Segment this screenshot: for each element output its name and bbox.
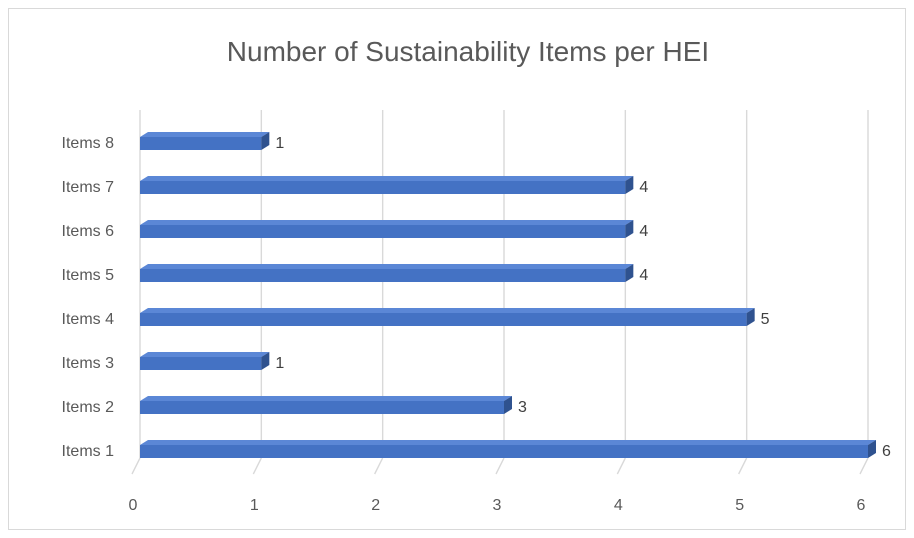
bar-front-face: [140, 313, 747, 326]
category-label: Items 1: [62, 443, 115, 460]
gridline-floor-2: [374, 457, 384, 475]
gridline-floor-4: [616, 457, 626, 475]
bar-items-5: [140, 264, 634, 282]
bar-side-face: [261, 352, 270, 370]
data-label: 6: [882, 443, 891, 460]
category-label: Items 3: [62, 355, 115, 372]
gridline-floor-3: [495, 457, 505, 475]
bar-top-face: [140, 440, 876, 445]
bar-items-2: [140, 396, 512, 414]
bar-front-face: [140, 445, 868, 458]
bar-front-face: [140, 181, 626, 194]
bar-items-6: [140, 220, 634, 238]
bar-top-face: [140, 352, 270, 357]
bar-items-8: [140, 132, 270, 150]
grid-layer: [131, 110, 869, 475]
gridline-floor-0: [131, 457, 141, 475]
gridline-floor-5: [738, 457, 748, 475]
category-label: Items 6: [62, 223, 115, 240]
x-tick-label: 6: [857, 497, 866, 514]
bar-items-1: [140, 440, 876, 458]
x-tick-label: 5: [735, 497, 744, 514]
data-label: 4: [639, 223, 648, 240]
x-tick-label: 0: [129, 497, 138, 514]
category-label: Items 4: [62, 311, 115, 328]
data-label: 1: [275, 135, 284, 152]
bar-front-face: [140, 137, 262, 150]
data-label: 1: [275, 355, 284, 372]
bar-front-face: [140, 401, 504, 414]
gridline-floor-1: [252, 457, 262, 475]
bar-front-face: [140, 225, 626, 238]
bar-side-face: [625, 264, 634, 282]
bar-side-face: [746, 308, 755, 326]
data-label: 5: [761, 311, 770, 328]
category-label: Items 7: [62, 179, 115, 196]
bar-items-3: [140, 352, 270, 370]
x-tick-label: 1: [250, 497, 259, 514]
x-tick-label: 2: [371, 497, 380, 514]
bar-items-7: [140, 176, 634, 194]
bar-top-face: [140, 176, 634, 181]
category-label: Items 5: [62, 267, 115, 284]
bar-side-face: [868, 440, 876, 458]
bar-side-face: [504, 396, 512, 414]
bar-items-4: [140, 308, 755, 326]
category-label: Items 2: [62, 399, 115, 416]
bar-side-face: [261, 132, 270, 150]
x-tick-label: 4: [614, 497, 623, 514]
category-label: Items 8: [62, 135, 115, 152]
data-label: 4: [639, 267, 648, 284]
bar-top-face: [140, 220, 634, 225]
bar-front-face: [140, 269, 626, 282]
chart-title: Number of Sustainability Items per HEI: [227, 36, 709, 67]
bar-top-face: [140, 132, 270, 137]
bar-side-face: [625, 220, 634, 238]
bar-top-face: [140, 308, 755, 313]
gridline-floor-6: [859, 457, 869, 475]
bar-top-face: [140, 396, 512, 401]
data-label: 3: [518, 399, 527, 416]
label-layer: 0 1 2 3 4 5 6 Items 1 6 Items 2 3 Items 3 1 Items 4 5 I…: [62, 135, 891, 514]
bar-layer: [140, 132, 876, 458]
bar-top-face: [140, 264, 634, 269]
bar-side-face: [625, 176, 634, 194]
bar-front-face: [140, 357, 262, 370]
data-label: 4: [639, 179, 648, 196]
x-tick-label: 3: [493, 497, 502, 514]
